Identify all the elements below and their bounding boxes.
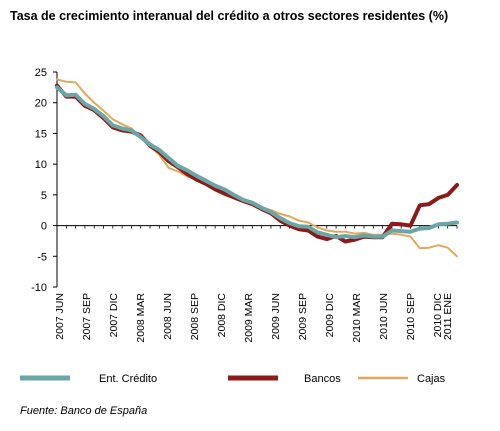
- x-tick-label: 2009 MAR: [243, 293, 255, 343]
- x-tick-label: 2010 MAR: [351, 293, 363, 343]
- x-tick-label: 2007 SEP: [81, 293, 93, 340]
- chart-series-lines: [55, 78, 459, 258]
- legend-label: Ent. Crédito: [99, 373, 157, 385]
- x-tick-label: 2007 DIC: [108, 293, 120, 338]
- x-tick-label: 2008 SEP: [189, 293, 201, 340]
- x-tick-label: 2008 DIC: [216, 293, 228, 338]
- y-tick-label: 25: [35, 67, 47, 79]
- x-tick-label: 2007 JUN: [54, 293, 66, 340]
- y-tick-label: 15: [35, 128, 47, 140]
- x-tick-label: 2009 DIC: [324, 293, 336, 338]
- chart-title: Tasa de crecimiento interanual del crédi…: [10, 9, 449, 23]
- y-tick-label: 0: [41, 221, 47, 233]
- y-tick-label: -10: [31, 282, 47, 294]
- x-tick-label: 2008 JUN: [162, 293, 174, 340]
- y-tick-label: 20: [35, 98, 47, 110]
- x-tick-label: 2009 JUN: [270, 293, 282, 340]
- legend-label: Bancos: [304, 373, 341, 385]
- source-note: Fuente: Banco de España: [20, 405, 148, 417]
- x-tick-label: 2010 JUN: [378, 293, 390, 340]
- x-tick-label: 2009 SEP: [297, 293, 309, 340]
- x-tick-label: 2011 ENE: [442, 293, 454, 340]
- x-tick-label: 2010 DIC: [432, 293, 444, 338]
- y-tick-label: 5: [41, 190, 47, 202]
- series-line-ent-cr-dito: [55, 85, 459, 240]
- chart-legend: Ent. Crédito Bancos Cajas: [20, 373, 446, 385]
- x-tick-label: 2008 MAR: [135, 293, 147, 343]
- x-tick-label: 2010 SEP: [405, 293, 417, 340]
- y-tick-label: -5: [37, 251, 47, 263]
- chart-axes: 25 20 15 10 5 0 -5 -10 2007 JUN 2007 SEP 2007 DIC 2…: [31, 67, 458, 343]
- y-tick-label: 10: [35, 159, 47, 171]
- series-line-bancos: [55, 83, 459, 244]
- legend-label: Cajas: [417, 373, 446, 385]
